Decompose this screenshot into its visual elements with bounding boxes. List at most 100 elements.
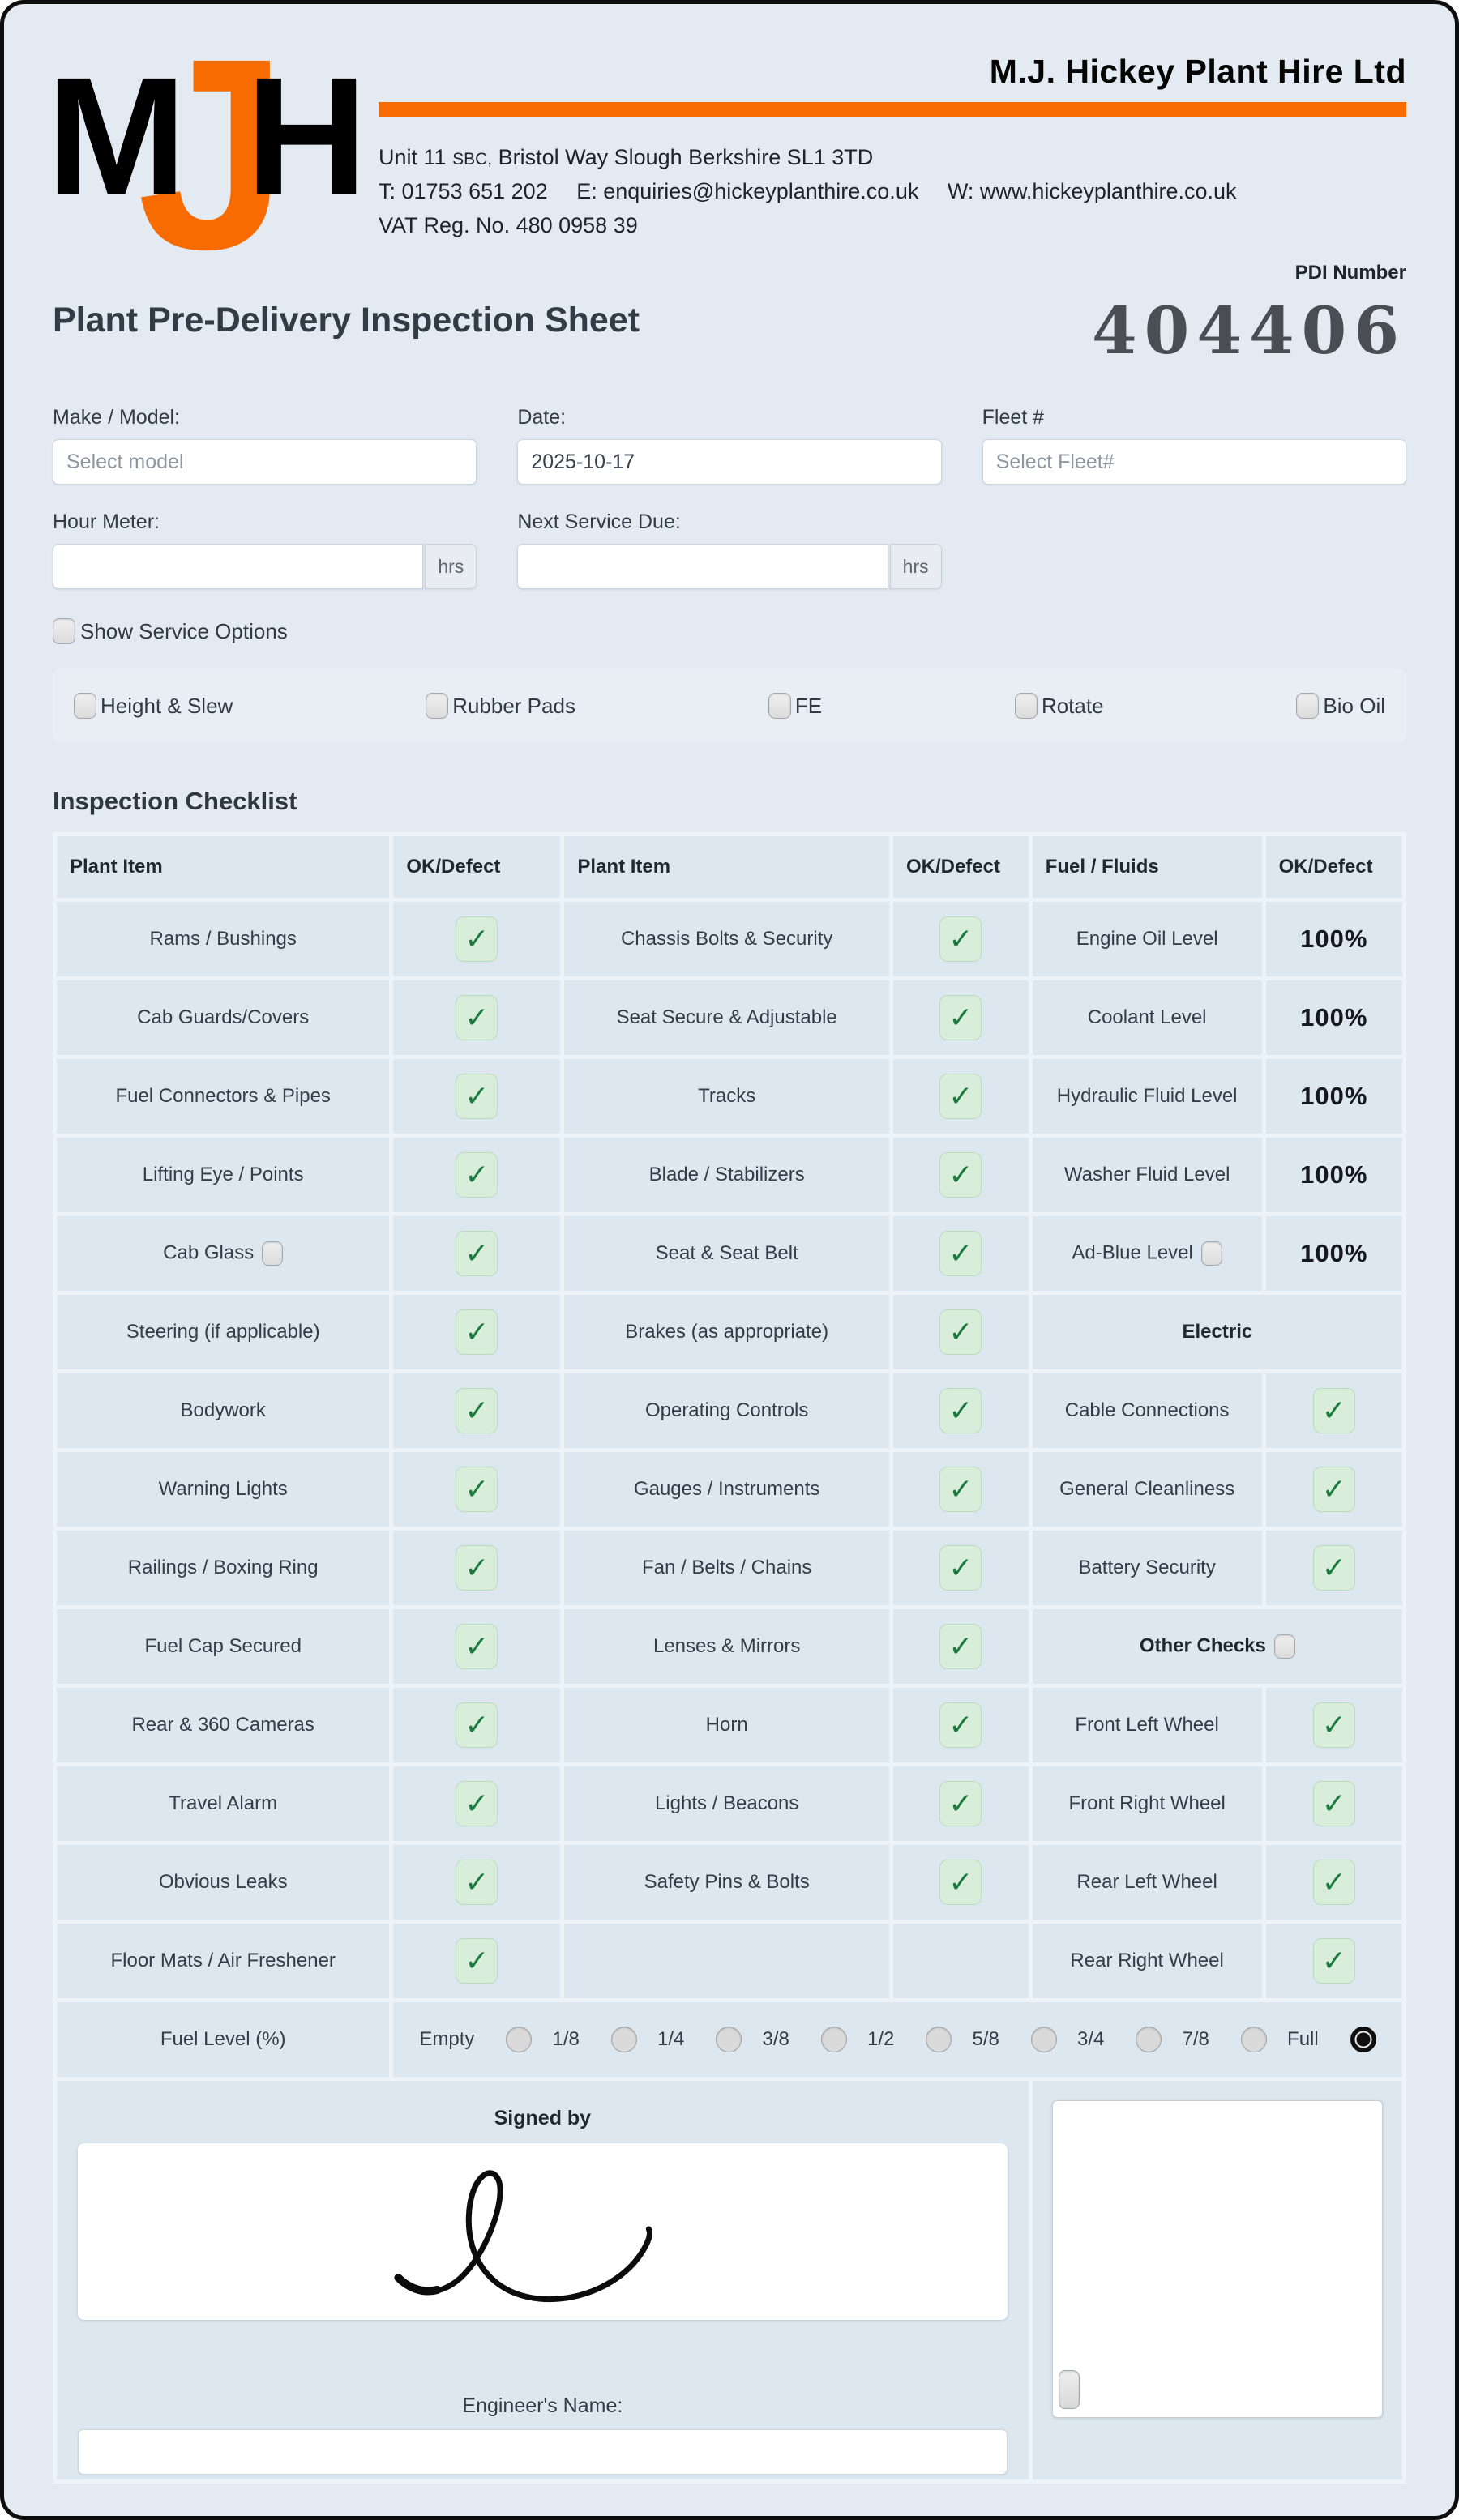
ok-defect-toggle[interactable]: ✓ xyxy=(456,1545,498,1591)
ok-defect-toggle[interactable]: ✓ xyxy=(1312,1467,1355,1512)
ok-defect-cell: ✓ xyxy=(1265,1845,1402,1920)
fuel-level-radio-1-8[interactable] xyxy=(610,2027,637,2052)
checklist-row: Railings / Boxing Ring ✓ Fan / Belts / Cha… xyxy=(57,1531,1402,1605)
inline-item-checkbox[interactable] xyxy=(262,1241,284,1266)
checklist-item-label: Brakes (as appropriate) xyxy=(625,1321,829,1343)
ok-defect-cell: ✓ xyxy=(1265,1452,1402,1527)
checklist-item-label: Cable Connections xyxy=(1064,1399,1230,1421)
title-band: Plant Pre-Delivery Inspection Sheet PDI … xyxy=(53,262,1406,369)
checklist-item-label: Fuel Level (%) xyxy=(160,2028,286,2050)
service-option-label: Height & Slew xyxy=(101,693,233,718)
checklist-row: Travel Alarm ✓ Lights / Beacons ✓ Front Righ… xyxy=(57,1766,1402,1841)
fuel-level-radio-full[interactable] xyxy=(1350,2027,1376,2052)
ok-defect-cell: ✓ xyxy=(892,1216,1029,1291)
page-title: Plant Pre-Delivery Inspection Sheet xyxy=(53,301,640,340)
ok-defect-toggle[interactable]: ✓ xyxy=(456,916,498,962)
checklist-row: Cab Glass ✓ Seat & Seat Belt ✓ Ad-Blue Level… xyxy=(57,1216,1402,1291)
ok-defect-toggle[interactable]: ✓ xyxy=(939,1388,982,1433)
ok-defect-toggle[interactable]: ✓ xyxy=(939,916,982,962)
fuel-level-radio-1-4[interactable] xyxy=(716,2027,742,2052)
make-model-label: Make / Model: xyxy=(53,406,181,429)
form-row-2-spacer xyxy=(982,510,1406,589)
ok-defect-cell: ✓ xyxy=(1265,1766,1402,1841)
signature-pad[interactable] xyxy=(78,2143,1008,2320)
ok-defect-toggle[interactable]: ✓ xyxy=(456,1231,498,1276)
item-cell: Blade / Stabilizers xyxy=(564,1138,889,1212)
ok-defect-toggle[interactable]: ✓ xyxy=(456,1467,498,1512)
ok-defect-toggle[interactable]: ✓ xyxy=(939,1309,982,1355)
service-option-checkbox-3[interactable] xyxy=(1014,693,1038,719)
service-option-checkbox-0[interactable] xyxy=(74,693,96,719)
fuel-level-radio-empty[interactable] xyxy=(506,2027,533,2052)
ok-defect-toggle[interactable]: ✓ xyxy=(939,1074,982,1119)
service-option-checkbox-2[interactable] xyxy=(768,693,791,719)
ok-defect-cell: ✓ xyxy=(892,1766,1029,1841)
notes-textarea[interactable] xyxy=(1051,2100,1383,2418)
checklist-item-label: Seat Secure & Adjustable xyxy=(616,1006,837,1028)
ok-defect-toggle[interactable]: ✓ xyxy=(456,1702,498,1748)
contact-line: T: 01753 651 202 E: enquiries@hickeyplan… xyxy=(379,175,1406,209)
ok-defect-toggle[interactable]: ✓ xyxy=(1312,1702,1355,1748)
ok-defect-toggle[interactable]: ✓ xyxy=(939,995,982,1040)
item-cell: Fan / Belts / Chains xyxy=(564,1531,889,1605)
service-option-checkbox-1[interactable] xyxy=(426,693,449,719)
inline-item-checkbox[interactable] xyxy=(1200,1241,1222,1266)
checklist-row: Bodywork ✓ Operating Controls ✓ Cable Connec… xyxy=(57,1373,1402,1448)
ok-defect-toggle[interactable]: ✓ xyxy=(456,1781,498,1826)
show-service-options-checkbox[interactable] xyxy=(53,618,75,644)
fleet-input[interactable] xyxy=(982,439,1406,485)
ok-defect-toggle[interactable]: ✓ xyxy=(456,1860,498,1905)
ok-defect-toggle[interactable]: ✓ xyxy=(939,1545,982,1591)
service-options-panel: Height & Slew Rubber Pads FE Rotate Bio Oil xyxy=(53,668,1406,743)
fuel-level-radio-5-8[interactable] xyxy=(1030,2027,1057,2052)
ok-defect-toggle[interactable]: ✓ xyxy=(939,1231,982,1276)
item-cell: Brakes (as appropriate) xyxy=(564,1295,889,1369)
ok-defect-cell: ✓ xyxy=(393,1688,561,1762)
hour-meter-input[interactable] xyxy=(53,544,424,589)
ok-defect-toggle[interactable]: ✓ xyxy=(1312,1388,1355,1433)
address-line: Unit 11 SBC, Bristol Way Slough Berkshir… xyxy=(379,141,1406,175)
checklist-row: Fuel Connectors & Pipes ✓ Tracks ✓ Hydraulic… xyxy=(57,1059,1402,1134)
checklist-item-label: Gauges / Instruments xyxy=(633,1478,820,1500)
next-service-input[interactable] xyxy=(517,544,888,589)
signed-by-label: Signed by xyxy=(494,2107,592,2129)
logo-letter-j: J xyxy=(137,2,289,306)
ok-defect-toggle[interactable]: ✓ xyxy=(939,1624,982,1669)
item-cell: Gauges / Instruments xyxy=(564,1452,889,1527)
make-model-input[interactable] xyxy=(53,439,477,485)
ok-defect-toggle[interactable]: ✓ xyxy=(939,1152,982,1198)
checklist-item-label: Tracks xyxy=(698,1085,756,1107)
ok-defect-toggle[interactable]: ✓ xyxy=(1312,1545,1355,1591)
ok-defect-toggle[interactable]: ✓ xyxy=(1312,1860,1355,1905)
fuel-level-radio-3-8[interactable] xyxy=(820,2027,847,2052)
ok-defect-toggle[interactable]: ✓ xyxy=(456,995,498,1040)
checklist-body: Rams / Bushings ✓ Chassis Bolts & Security… xyxy=(57,902,1402,2077)
ok-defect-toggle[interactable]: ✓ xyxy=(1312,1938,1355,1984)
fuel-level-radio-1-2[interactable] xyxy=(926,2027,952,2052)
ok-defect-toggle[interactable]: ✓ xyxy=(456,1074,498,1119)
ok-defect-toggle[interactable]: ✓ xyxy=(456,1938,498,1984)
fleet-label: Fleet # xyxy=(982,406,1045,429)
fluid-level-value: 100% xyxy=(1300,1082,1368,1110)
ok-defect-toggle[interactable]: ✓ xyxy=(456,1152,498,1198)
service-option-checkbox-4[interactable] xyxy=(1296,693,1320,719)
section-header-checkbox[interactable] xyxy=(1273,1634,1295,1659)
fuel-level-radio-3-4[interactable] xyxy=(1136,2027,1162,2052)
checklist-item-label: Blade / Stabilizers xyxy=(648,1164,805,1185)
ok-defect-toggle[interactable]: ✓ xyxy=(456,1624,498,1669)
notes-checkbox[interactable] xyxy=(1058,2370,1080,2409)
ok-defect-toggle[interactable]: ✓ xyxy=(939,1467,982,1512)
date-input[interactable] xyxy=(517,439,942,485)
checklist-row: Floor Mats / Air Freshener ✓ Rear Right Wh… xyxy=(57,1924,1402,1998)
ok-defect-toggle[interactable]: ✓ xyxy=(456,1309,498,1355)
ok-defect-toggle[interactable]: ✓ xyxy=(1312,1781,1355,1826)
ok-defect-toggle[interactable]: ✓ xyxy=(939,1860,982,1905)
fuel-level-radio-7-8[interactable] xyxy=(1240,2027,1267,2052)
ok-defect-cell: ✓ xyxy=(892,1688,1029,1762)
ok-defect-cell: ✓ xyxy=(393,902,561,976)
ok-defect-toggle[interactable]: ✓ xyxy=(456,1388,498,1433)
header: M J H M.J. Hickey Plant Hire Ltd Unit 11… xyxy=(46,19,1406,291)
ok-defect-toggle[interactable]: ✓ xyxy=(939,1781,982,1826)
ok-defect-toggle[interactable]: ✓ xyxy=(939,1702,982,1748)
engineer-name-input[interactable] xyxy=(78,2429,1008,2475)
